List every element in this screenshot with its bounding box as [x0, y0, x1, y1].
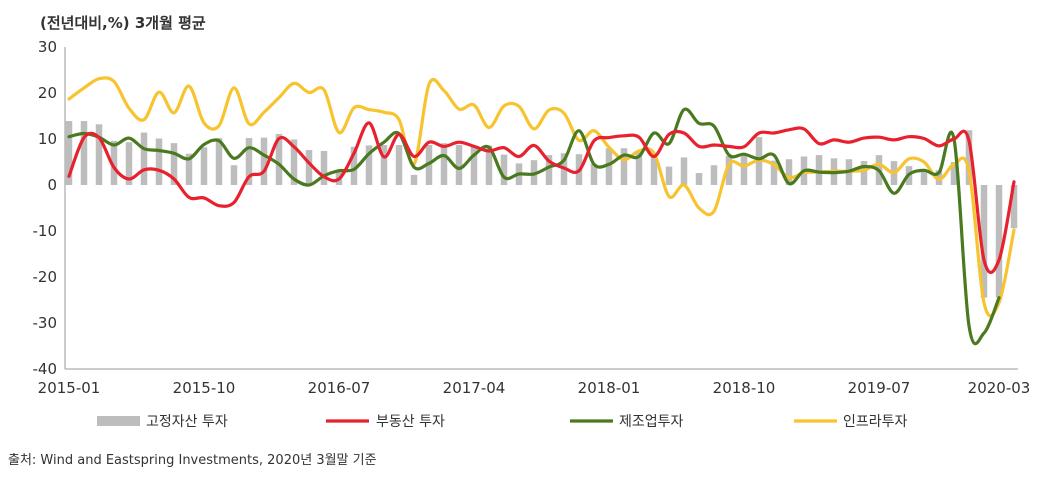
bar: [605, 148, 613, 185]
legend-swatch: [97, 416, 140, 426]
bar: [260, 137, 268, 185]
bar: [65, 121, 73, 185]
x-tick-label: 2020-03: [968, 379, 1031, 397]
bar: [635, 150, 643, 185]
y-axis: 30 20 10 0 -10 -20 -30 -40: [33, 38, 66, 378]
legend-infrastructure: 인프라투자: [843, 414, 908, 430]
legend-real-estate: 부동산 투자: [376, 414, 445, 430]
line-real-estate: [67, 121, 1016, 274]
line-infrastructure: [67, 76, 1016, 318]
x-tick-label: 2016-07: [308, 379, 371, 397]
bar: [650, 153, 658, 185]
bar: [710, 165, 718, 185]
bar: [680, 157, 688, 185]
y-tick-label: -40: [33, 360, 58, 378]
legend: 고정자산 투자 부동산 투자 제조업투자 인프라투자: [97, 414, 908, 430]
bar: [725, 156, 733, 185]
bar: [545, 155, 553, 185]
x-tick-label: 2018-01: [578, 379, 641, 397]
bar: [155, 138, 163, 185]
bar: [305, 150, 313, 185]
bar: [200, 147, 208, 185]
bar: [95, 124, 103, 185]
line-manufacturing: [67, 107, 1001, 346]
bar: [320, 150, 328, 185]
bar: [380, 144, 388, 185]
x-axis: 2015-01 2015-10 2016-07 2017-04 2018-01 2018-…: [38, 368, 1031, 397]
bar: [230, 165, 238, 185]
x-tick-label: 2015-10: [173, 379, 236, 397]
bar: [860, 161, 868, 185]
source-note: 출처: Wind and Eastspring Investments, 202…: [8, 453, 377, 468]
bar: [980, 185, 988, 298]
bar: [665, 166, 673, 185]
line-series-group: [67, 76, 1016, 346]
bar: [455, 144, 463, 185]
bar: [500, 154, 508, 185]
bar: [350, 146, 358, 185]
y-tick-label: 10: [38, 130, 57, 148]
bar: [395, 144, 403, 185]
bar: [770, 160, 778, 185]
bar: [815, 155, 823, 185]
y-tick-label: -20: [33, 268, 58, 286]
legend-manufacturing: 제조업투자: [619, 414, 684, 430]
x-tick-label: 2017-04: [443, 379, 506, 397]
bar: [995, 185, 1003, 298]
bar: [170, 143, 178, 185]
bar: [785, 159, 793, 185]
bar: [365, 145, 373, 185]
bar: [965, 130, 973, 185]
bar: [620, 148, 628, 185]
chart-unit-label: (전년대비,%) 3개월 평균: [40, 14, 206, 32]
bar: [410, 174, 418, 185]
bar: [920, 169, 928, 185]
legend-fixed-asset: 고정자산 투자: [146, 414, 228, 430]
bar: [110, 140, 118, 185]
bar: [215, 138, 223, 185]
bar: [245, 138, 253, 185]
bar: [140, 132, 148, 185]
y-tick-label: 0: [47, 176, 57, 194]
y-tick-label: 30: [38, 38, 57, 56]
y-tick-label: 20: [38, 84, 57, 102]
bar: [935, 170, 943, 185]
bar: [275, 133, 283, 185]
bar: [950, 162, 958, 185]
bar-series-fixed-asset: [65, 121, 1018, 298]
y-tick-label: -30: [33, 314, 58, 332]
bar: [590, 163, 598, 185]
y-tick-label: -10: [33, 222, 58, 240]
bar: [485, 145, 493, 185]
bar: [185, 153, 193, 185]
bar: [125, 142, 133, 185]
bar: [470, 145, 478, 185]
bar: [695, 173, 703, 185]
bar: [80, 121, 88, 185]
x-tick-label: 2018-10: [713, 379, 776, 397]
bar: [440, 143, 448, 185]
bar: [740, 154, 748, 185]
bar: [1010, 185, 1018, 229]
x-tick-label: 2015-01: [38, 379, 101, 397]
bar: [290, 139, 298, 185]
x-tick-label: 2019-07: [848, 379, 911, 397]
